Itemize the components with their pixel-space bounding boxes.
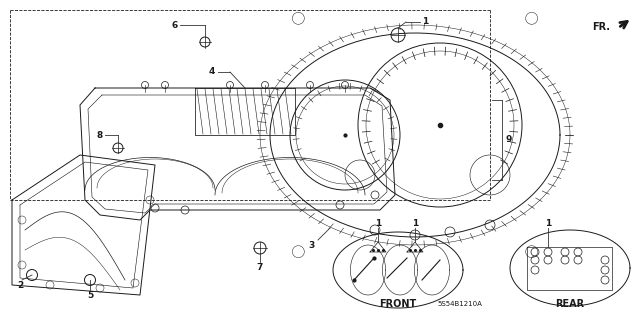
Text: 6: 6 (172, 20, 178, 29)
Text: 4: 4 (209, 68, 215, 77)
Text: 5: 5 (87, 291, 93, 300)
Text: 1: 1 (375, 219, 381, 228)
Text: REAR: REAR (556, 299, 584, 309)
Text: FRONT: FRONT (380, 299, 417, 309)
Text: 8: 8 (97, 130, 103, 139)
Text: 1: 1 (422, 18, 428, 26)
Text: 3: 3 (308, 241, 315, 249)
Text: 5S54B1210A: 5S54B1210A (438, 301, 483, 307)
Text: FR.: FR. (592, 22, 610, 32)
Text: 1: 1 (545, 219, 551, 228)
Text: 1: 1 (412, 219, 418, 228)
Text: 7: 7 (257, 263, 263, 271)
Text: 9: 9 (506, 136, 513, 145)
Text: 2: 2 (17, 280, 23, 290)
